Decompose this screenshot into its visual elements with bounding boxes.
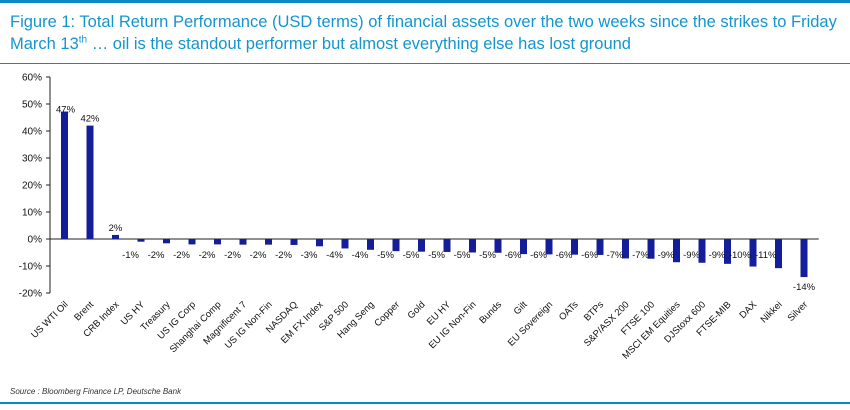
data-label: -9% — [658, 250, 675, 261]
bar — [341, 239, 349, 249]
data-label: -2% — [148, 250, 165, 261]
y-tick-label: 10% — [22, 208, 42, 219]
data-label: -5% — [428, 250, 445, 261]
category-label: OATs — [557, 299, 581, 323]
category-label: Silver — [786, 299, 811, 324]
y-tick-label: 50% — [22, 100, 42, 111]
data-label: -9% — [683, 250, 700, 261]
bar — [520, 239, 527, 255]
data-label: -6% — [530, 250, 547, 261]
data-label: -5% — [377, 250, 394, 261]
category-label: Gold — [406, 299, 428, 321]
data-label: -11% — [755, 250, 777, 261]
data-label: -6% — [505, 250, 522, 261]
data-label: -2% — [173, 250, 190, 261]
bar — [86, 125, 94, 239]
title-superscript: th — [78, 34, 88, 46]
bar — [316, 239, 323, 247]
category-label: Gilt — [512, 299, 530, 317]
bar — [239, 239, 247, 245]
data-label: -10% — [729, 250, 752, 261]
data-label: -7% — [607, 250, 624, 261]
bar — [367, 239, 374, 250]
source-note: Source : Bloomberg Finance LP, Deutsche … — [10, 387, 182, 396]
bar-chart: 60% 50% 40% 30% 20% 10% 0% -10% -20% 47% US WTI Oi… — [19, 73, 819, 362]
data-label: -2% — [275, 250, 292, 261]
data-label: -4% — [352, 250, 369, 261]
bar — [545, 239, 553, 255]
bar — [622, 239, 629, 259]
data-label: -2% — [250, 250, 267, 261]
category-label: Nikkei — [759, 299, 785, 325]
bar — [265, 239, 272, 245]
bar — [775, 239, 782, 269]
bar — [724, 239, 731, 264]
category-label: Bunds — [477, 299, 504, 326]
bar — [698, 239, 706, 263]
data-label: -2% — [199, 250, 216, 261]
bar — [800, 239, 808, 278]
data-label: -1% — [122, 250, 139, 261]
bar — [392, 239, 400, 252]
title-rest: … oil is the standout performer but almo… — [87, 35, 631, 53]
data-label: -9% — [709, 250, 726, 261]
y-tick-label: 30% — [22, 154, 42, 165]
data-label: -3% — [301, 250, 318, 261]
data-label: -6% — [581, 250, 598, 261]
bar — [61, 111, 68, 239]
category-label: US WTI Oil — [29, 299, 70, 340]
title-main: Figure 1: Total Return Performance (USD … — [10, 13, 837, 53]
bar — [214, 239, 221, 245]
y-tick-label: -10% — [19, 262, 42, 273]
y-tick-label: 40% — [22, 127, 42, 138]
title-block: Figure 1: Total Return Performance (USD … — [0, 0, 850, 64]
data-label: -4% — [326, 250, 343, 261]
y-tick-label: 0% — [28, 235, 43, 246]
data-label: 47% — [56, 105, 76, 116]
category-label: DAX — [738, 299, 760, 321]
bar — [469, 239, 476, 253]
data-label: -6% — [556, 250, 573, 261]
bar — [443, 239, 451, 252]
bar — [290, 239, 298, 245]
figure-title: Figure 1: Total Return Performance (USD … — [10, 11, 840, 55]
category-label: Copper — [372, 299, 402, 329]
y-tick-label: -20% — [19, 289, 42, 300]
bar — [596, 239, 604, 255]
bar — [137, 239, 145, 242]
bar — [749, 239, 757, 267]
data-label: -5% — [454, 250, 471, 261]
data-label: -5% — [479, 250, 496, 261]
bar — [673, 239, 680, 263]
data-label: 2% — [109, 223, 123, 234]
data-label: 42% — [80, 114, 100, 125]
bar — [163, 239, 170, 244]
y-tick-label: 20% — [22, 181, 42, 192]
data-label: -5% — [403, 250, 420, 261]
bar — [647, 239, 655, 259]
bar — [112, 234, 119, 239]
bar — [418, 239, 425, 252]
bar — [494, 239, 502, 253]
data-label: -2% — [224, 250, 241, 261]
bar — [188, 239, 196, 245]
bottom-rule — [0, 402, 850, 404]
bar — [571, 239, 578, 255]
data-label: -7% — [632, 250, 649, 261]
data-label: -14% — [793, 282, 816, 293]
y-tick-label: 60% — [22, 73, 42, 84]
